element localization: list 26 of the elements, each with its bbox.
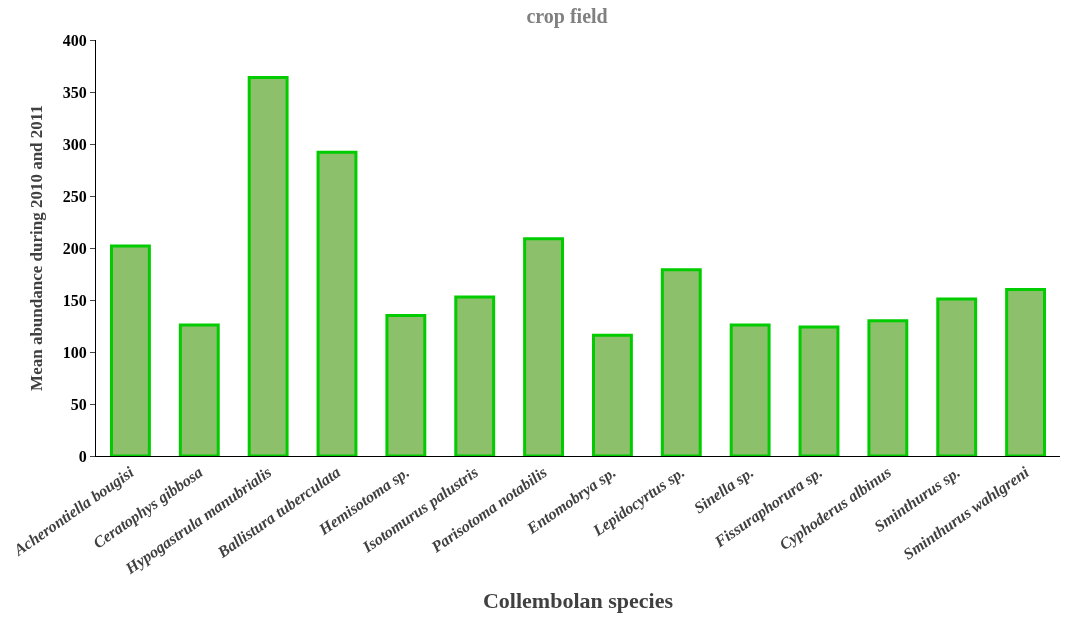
bar bbox=[660, 268, 702, 456]
y-tick-label: 200 bbox=[62, 239, 87, 257]
bar bbox=[385, 314, 427, 456]
bar bbox=[798, 325, 840, 456]
y-tick-label: 0 bbox=[78, 447, 87, 465]
bar bbox=[109, 244, 151, 456]
bar bbox=[867, 319, 909, 456]
y-tick-label: 400 bbox=[62, 31, 87, 49]
y-tick-label: 50 bbox=[70, 395, 87, 413]
y-axis-title: Mean abundance during 2010 and 2011 bbox=[27, 105, 47, 391]
chart-title: crop field bbox=[526, 5, 608, 29]
bar bbox=[936, 297, 978, 456]
x-axis-title: Collembolan species bbox=[482, 588, 674, 614]
y-tick-label: 300 bbox=[62, 135, 87, 153]
y-tick-label: 100 bbox=[62, 343, 87, 361]
bar bbox=[1005, 288, 1047, 456]
bar bbox=[178, 323, 220, 456]
y-tick-label: 150 bbox=[62, 291, 87, 309]
bar bbox=[591, 333, 633, 456]
y-tick-label: 350 bbox=[62, 83, 87, 101]
bar bbox=[316, 150, 358, 456]
bar bbox=[454, 295, 496, 456]
bar bbox=[523, 237, 565, 456]
bar bbox=[729, 323, 771, 456]
y-tick-label: 250 bbox=[62, 187, 87, 205]
bar bbox=[247, 75, 289, 456]
